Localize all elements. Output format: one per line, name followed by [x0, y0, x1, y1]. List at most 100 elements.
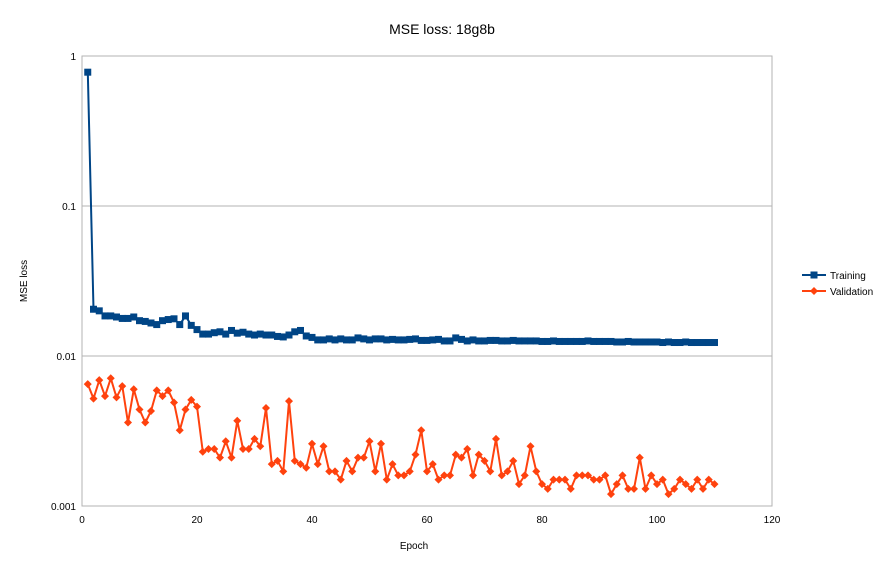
validation-point	[256, 442, 265, 451]
legend-item-validation: Validation	[802, 287, 873, 298]
validation-point	[348, 467, 357, 476]
training-point	[193, 326, 201, 334]
x-tick-label: 20	[191, 515, 203, 526]
validation-point	[572, 471, 581, 480]
validation-point	[204, 444, 213, 453]
validation-point	[193, 402, 201, 411]
training-point	[297, 326, 304, 334]
validation-point	[601, 471, 610, 480]
training-point	[90, 305, 97, 313]
y-tick-label: 1	[70, 52, 76, 63]
training-point	[567, 337, 575, 345]
validation-point	[612, 480, 621, 489]
y-tick-label: 0.001	[51, 502, 76, 513]
training-point	[590, 337, 598, 345]
training-point	[670, 339, 678, 347]
training-point	[417, 336, 425, 344]
training-point	[630, 338, 638, 346]
training-point	[624, 337, 632, 345]
training-point	[711, 339, 718, 347]
y-axis-tick-labels: 0.001 0.01 0.1 1	[51, 52, 76, 513]
validation-point	[492, 434, 500, 443]
validation-point	[526, 442, 535, 451]
series-training	[84, 68, 718, 347]
training-point	[124, 314, 132, 322]
training-point	[331, 336, 339, 344]
x-tick-label: 120	[764, 515, 781, 526]
validation-point	[497, 471, 506, 480]
validation-point	[285, 397, 293, 406]
validation-point	[296, 460, 305, 469]
validation-point	[423, 467, 431, 476]
training-point	[182, 312, 189, 320]
validation-point	[302, 463, 311, 472]
validation-point	[141, 418, 150, 427]
validation-point	[670, 484, 679, 493]
chart-title: MSE loss: 18g8b	[389, 21, 495, 37]
validation-point	[83, 380, 92, 389]
validation-point	[446, 471, 454, 480]
x-tick-label: 40	[306, 515, 318, 526]
training-point	[481, 337, 488, 345]
legend-diamond-marker	[810, 287, 818, 295]
training-point	[222, 330, 230, 338]
training-point	[705, 339, 713, 347]
training-point	[423, 336, 431, 344]
training-point	[544, 337, 552, 345]
training-point	[613, 338, 621, 346]
training-point	[354, 334, 362, 342]
validation-point	[244, 444, 253, 453]
validation-point	[538, 480, 546, 489]
y-axis-label: MSE loss	[19, 260, 30, 302]
validation-point	[434, 475, 443, 484]
training-point	[314, 336, 322, 344]
training-point	[607, 337, 615, 345]
validation-point	[135, 405, 144, 414]
validation-point	[365, 437, 374, 446]
validation-point	[451, 450, 460, 459]
training-point	[274, 332, 281, 340]
validation-point	[486, 467, 495, 476]
training-point	[475, 337, 483, 345]
training-point	[210, 329, 218, 337]
validation-point	[411, 450, 420, 459]
training-point	[107, 312, 115, 320]
training-point	[550, 337, 557, 345]
validation-point	[313, 460, 322, 469]
training-point	[642, 338, 649, 346]
training-point	[320, 336, 327, 344]
validation-point	[147, 406, 155, 415]
validation-point	[308, 439, 316, 448]
validation-point	[210, 444, 219, 453]
training-point	[527, 337, 534, 345]
validation-point	[279, 467, 288, 476]
validation-point	[216, 453, 224, 462]
series-layer	[83, 68, 719, 499]
training-point	[435, 335, 442, 343]
validation-point	[543, 484, 552, 493]
validation-point	[710, 480, 719, 489]
validation-point	[377, 439, 385, 448]
validation-point	[578, 471, 587, 480]
validation-point	[158, 392, 167, 401]
validation-point	[561, 475, 569, 484]
training-point	[555, 337, 563, 345]
plot-area-frame	[81, 55, 773, 507]
legend-label: Validation	[830, 287, 873, 298]
validation-point	[549, 475, 558, 484]
training-point	[176, 321, 184, 329]
training-point	[136, 317, 143, 325]
training-point	[216, 328, 224, 336]
training-point	[377, 335, 385, 343]
validation-point	[221, 437, 230, 446]
y-tick-label: 0.1	[62, 202, 76, 213]
validation-point	[354, 453, 362, 462]
training-point	[693, 339, 701, 347]
training-point	[130, 313, 138, 321]
training-point	[676, 339, 684, 347]
training-point	[665, 338, 672, 346]
validation-point	[469, 471, 477, 480]
training-point	[245, 330, 253, 338]
y-tick-label: 0.01	[57, 352, 77, 363]
